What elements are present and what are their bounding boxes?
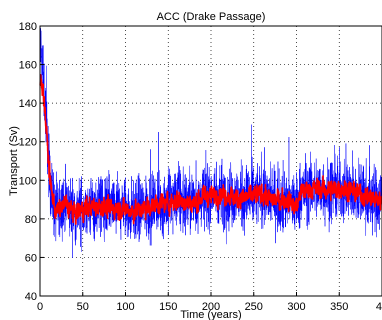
y-tick-label: 160 bbox=[19, 60, 37, 72]
x-tick-label: 40 bbox=[376, 301, 382, 313]
y-tick-label: 120 bbox=[19, 137, 37, 149]
raw-transport-series bbox=[39, 26, 382, 259]
y-tick-label: 60 bbox=[25, 252, 37, 264]
y-tick-label: 40 bbox=[25, 291, 37, 303]
x-tick-label: 200 bbox=[202, 301, 220, 313]
grid bbox=[40, 26, 382, 296]
x-tick-label: 100 bbox=[116, 301, 134, 313]
y-tick-label: 180 bbox=[19, 21, 37, 33]
ticks: 0 50 100 150 200 250 300 350 40 40 60 80 100 120 140 16… bbox=[19, 21, 382, 313]
x-axis-label: Time (years) bbox=[180, 309, 241, 320]
x-tick-label: 350 bbox=[330, 301, 348, 313]
series-layer bbox=[39, 26, 382, 259]
y-tick-label: 80 bbox=[25, 214, 37, 226]
y-tick-label: 100 bbox=[19, 175, 37, 187]
y-tick-label: 140 bbox=[19, 98, 37, 110]
x-tick-label: 50 bbox=[77, 301, 89, 313]
x-tick-label: 250 bbox=[245, 301, 263, 313]
y-axis-label: Transport (Sv) bbox=[8, 126, 20, 196]
x-tick-label: 0 bbox=[37, 301, 43, 313]
chart-title: ACC (Drake Passage) bbox=[157, 11, 266, 23]
x-tick-label: 300 bbox=[287, 301, 305, 313]
x-tick-label: 150 bbox=[159, 301, 177, 313]
smoothed-transport-series bbox=[39, 74, 382, 225]
